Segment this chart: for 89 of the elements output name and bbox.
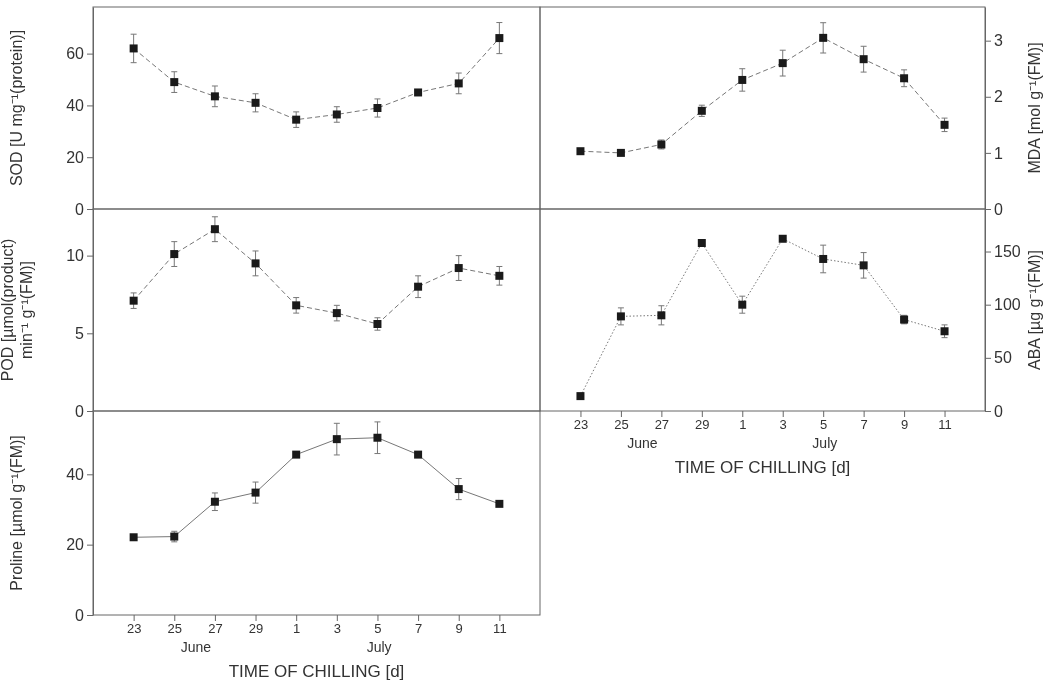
y-tick-label: 0 [994, 200, 1003, 218]
y-axis-title: ABA [µg g⁻¹(FM)] [1026, 249, 1043, 371]
text: July [812, 435, 838, 451]
x-tick-label: 25 [167, 621, 183, 637]
x-tick-label: 5 [820, 417, 828, 433]
point [900, 74, 909, 83]
y-tick-label: 0 [75, 200, 85, 218]
y-tick-label: 1 [994, 144, 1003, 162]
point [454, 79, 463, 88]
point [778, 59, 787, 68]
y-tick-label: 10 [66, 247, 85, 265]
x-tick-label: 1 [739, 417, 747, 433]
y-tick-label: 20 [66, 148, 85, 166]
y-tick-label: 3 [994, 32, 1003, 50]
point [129, 44, 138, 53]
point [859, 55, 868, 64]
y-tick-label: 2 [994, 88, 1003, 106]
x-axis-title: TIME OF CHILLING [d] [228, 662, 405, 681]
point [332, 309, 341, 318]
x-tick-label: 29 [695, 417, 710, 433]
y-tick-label: 40 [66, 97, 85, 115]
x-tick-label: 29 [248, 621, 264, 637]
y-tick-label: 0 [75, 402, 85, 420]
point [251, 259, 260, 268]
x-tick-label: 5 [374, 621, 382, 637]
point [616, 148, 625, 157]
point [170, 78, 179, 87]
point [170, 250, 179, 259]
point [251, 488, 260, 497]
y-tick-label: 5 [75, 324, 85, 342]
point [657, 311, 666, 320]
point [292, 301, 301, 310]
x-tick-label: 7 [860, 417, 868, 433]
point [738, 300, 747, 309]
x-tick-label: 7 [414, 621, 423, 637]
text: June [627, 435, 658, 451]
x-tick-label: 3 [333, 621, 341, 637]
point [210, 497, 219, 506]
y-tick-label: 0 [994, 402, 1003, 420]
x-tick-label: 27 [654, 417, 670, 433]
x-tick-label: 9 [455, 621, 463, 637]
point [414, 282, 423, 291]
y-tick-label: 20 [66, 536, 85, 554]
x-tick-label: 1 [293, 621, 301, 637]
point [495, 271, 504, 280]
y-axis-title: MDA [mol g⁻¹(FM)] [1026, 42, 1043, 174]
point [576, 392, 585, 401]
point [778, 234, 787, 243]
text: July [366, 639, 392, 655]
point [454, 485, 463, 494]
y-axis-title: POD [µmol(product) min⁻¹ g⁻¹(FM)] [0, 238, 35, 382]
text: June [180, 639, 212, 655]
point [129, 296, 138, 305]
y-tick-label: 0 [75, 606, 85, 624]
y-tick-label: 100 [994, 296, 1021, 314]
point [373, 433, 382, 442]
y-tick-label: 40 [66, 465, 85, 483]
point [859, 261, 868, 270]
x-tick-label: 3 [779, 417, 787, 433]
point [332, 435, 341, 444]
x-tick-label: 9 [900, 417, 909, 433]
point [616, 312, 625, 321]
y-axis-title: SOD [U mg⁻¹(protein)] [8, 29, 25, 187]
point [251, 98, 260, 107]
x-tick-label: 23 [126, 621, 142, 637]
x-tick-label: 11 [938, 417, 952, 433]
y-axis-title: Proline [µmol g⁻¹(FM)] [8, 435, 25, 591]
point [940, 120, 949, 129]
point [373, 104, 382, 112]
point [495, 34, 504, 43]
point [414, 88, 423, 97]
point [210, 92, 219, 101]
y-tick-label: 60 [66, 45, 85, 63]
point [210, 225, 219, 234]
point [292, 115, 301, 124]
point [332, 110, 341, 119]
y-tick-label: 50 [994, 349, 1012, 367]
point [576, 147, 585, 156]
point [454, 264, 463, 273]
x-tick-label: 25 [614, 417, 629, 433]
x-axis-title: TIME OF CHILLING [d] [674, 458, 851, 477]
x-tick-label: 27 [208, 621, 223, 637]
point [819, 254, 828, 263]
point [738, 75, 747, 84]
y-tick-label: 150 [994, 243, 1021, 261]
point [697, 239, 706, 248]
point [819, 33, 828, 42]
x-tick-label: 11 [493, 621, 507, 637]
x-tick-label: 23 [573, 417, 589, 433]
